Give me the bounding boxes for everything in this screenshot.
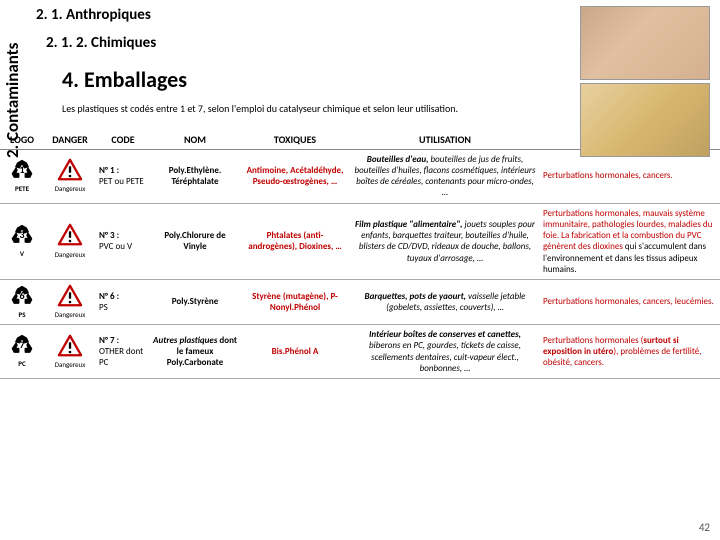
problemes-cell: Perturbations hormonales, cancers. [540,149,720,203]
intro-text: Les plastiques st codés entre 1 et 7, se… [62,103,522,116]
col-toxiques: TOXIQUES [240,130,350,150]
nom-cell: Poly.Chlorure de Vinyle [150,203,240,280]
photo-strip [580,6,710,157]
utilisation-cell: Bouteilles d'eau, bouteilles de jus de f… [350,149,540,203]
problemes-cell: Perturbations hormonales, cancers, leucé… [540,280,720,325]
recycle-icon: 6 [7,285,37,313]
table-row: 1PETEDangereuxN° 1 :PET ou PETEPoly.Ethy… [0,149,720,203]
code-cell: N° 6 :PS [96,280,150,325]
nom-cell: Autres plastiques dont le fameux Poly.Ca… [150,325,240,379]
plastics-table: LOGO DANGER CODE NOM TOXIQUES UTILISATIO… [0,130,720,380]
table-row: 3VDangereuxN° 3 :PVC ou VPoly.Chlorure d… [0,203,720,280]
danger-cell: Dangereux [44,280,96,325]
utilisation-cell: Film plastique "alimentaire", jouets sou… [350,203,540,280]
page-number: 42 [699,521,710,534]
danger-cell: Dangereux [44,325,96,379]
photo-2 [580,83,710,157]
utilisation-cell: Intérieur boîtes de conserves et canette… [350,325,540,379]
code-cell: N° 7 :OTHER dont PC [96,325,150,379]
col-utilisation: UTILISATION [350,130,540,150]
photo-1 [580,6,710,80]
logo-cell: 7PC [0,325,44,379]
warning-icon [57,223,83,250]
logo-cell: 3V [0,203,44,280]
code-cell: N° 1 :PET ou PETE [96,149,150,203]
col-code: CODE [96,130,150,150]
code-cell: N° 3 :PVC ou V [96,203,150,280]
table-row: 7PCDangereuxN° 7 :OTHER dont PCAutres pl… [0,325,720,379]
warning-icon [57,158,83,185]
nom-cell: Poly.Ethylène. Téréphtalate [150,149,240,203]
danger-cell: Dangereux [44,203,96,280]
problemes-cell: Perturbations hormonales (surtout si exp… [540,325,720,379]
nom-cell: Poly.Styrène [150,280,240,325]
table-row: 6PSDangereuxN° 6 :PSPoly.StyrèneStyrène … [0,280,720,325]
toxiques-cell: Antimoine, Acétaldéhyde, Pseudo-œstrogèn… [240,149,350,203]
toxiques-cell: Styrène (mutagène), P-Nonyl.Phénol [240,280,350,325]
warning-icon [57,334,83,361]
danger-cell: Dangereux [44,149,96,203]
warning-icon [57,284,83,311]
col-danger: DANGER [44,130,96,150]
problemes-cell: Perturbations hormonales, mauvais systèm… [540,203,720,280]
toxiques-cell: Phtalates (anti-androgènes), Dioxines, … [240,203,350,280]
logo-cell: 6PS [0,280,44,325]
toxiques-cell: Bis.Phénol A [240,325,350,379]
utilisation-cell: Barquettes, pots de yaourt, vaisselle je… [350,280,540,325]
recycle-icon: 7 [7,334,37,362]
recycle-icon: 3 [7,224,37,252]
col-nom: NOM [150,130,240,150]
recycle-icon: 1 [7,159,37,187]
